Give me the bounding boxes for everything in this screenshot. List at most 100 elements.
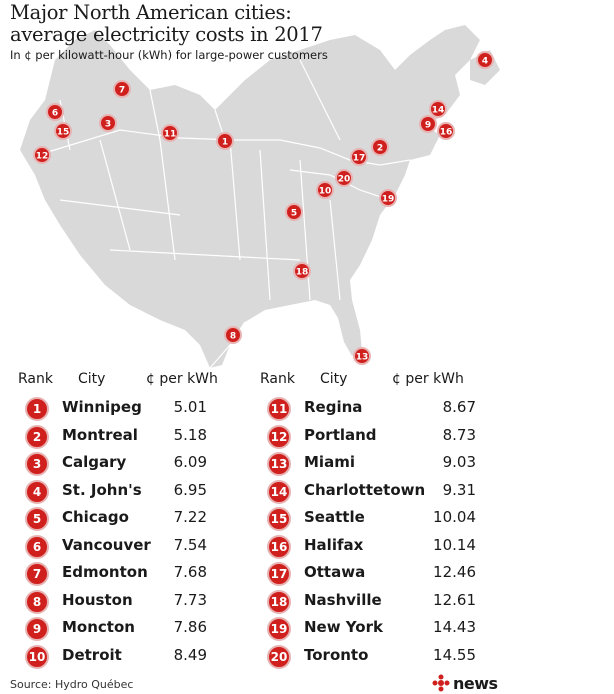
- table-row: 20 Toronto 14.55: [242, 644, 482, 670]
- cost-value: 8.49: [173, 645, 207, 664]
- rank-badge: 9: [25, 617, 49, 641]
- cost-value: 5.18: [173, 425, 207, 444]
- table-row: 7 Edmonton 7.68: [0, 561, 240, 587]
- city-name: Calgary: [62, 453, 127, 471]
- header-cost-left: ¢ per kWh: [146, 371, 218, 387]
- map-marker-seattle[interactable]: 15: [54, 122, 72, 140]
- city-name: Regina: [304, 398, 363, 416]
- map-marker-nashville[interactable]: 18: [293, 262, 311, 280]
- city-name: Montreal: [62, 425, 138, 444]
- cost-value: 8.73: [442, 425, 476, 444]
- rank-badge: 6: [25, 534, 49, 559]
- marker-label: 14: [432, 106, 445, 116]
- marker-circle: [161, 124, 179, 142]
- marker-circle: [285, 203, 303, 221]
- marker-circle: [350, 148, 368, 166]
- marker-label: 17: [353, 154, 366, 164]
- map-marker-winnipeg[interactable]: 1: [216, 132, 234, 150]
- table-row: 14 Charlottetown 9.31: [242, 479, 482, 505]
- map-marker-moncton[interactable]: 9: [419, 115, 437, 133]
- rank-badge: 11: [267, 397, 291, 421]
- cost-value: 8.67: [442, 398, 476, 416]
- rank-badge: 18: [267, 589, 291, 614]
- marker-label: 3: [105, 120, 111, 130]
- marker-circle: [216, 132, 234, 150]
- map-marker-miami[interactable]: 13: [353, 347, 371, 365]
- marker-label: 5: [291, 209, 297, 219]
- marker-label: 10: [319, 187, 332, 197]
- rank-badge: 5: [25, 507, 49, 531]
- city-name: Chicago: [62, 508, 129, 526]
- marker-label: 4: [482, 57, 488, 67]
- map-marker-charlottetown[interactable]: 14: [429, 100, 447, 118]
- marker-circle: [224, 326, 242, 344]
- table-row: 12 Portland 8.73: [242, 424, 482, 450]
- marker-circle: [379, 189, 397, 207]
- rank-badge: 13: [267, 452, 291, 476]
- rank-badge: 16: [267, 534, 291, 559]
- table-row: 11 Regina 8.67: [242, 396, 482, 422]
- marker-circle: [419, 115, 437, 133]
- city-name: Halifax: [304, 535, 364, 554]
- rank-badge: 15: [267, 507, 291, 531]
- marker-label: 7: [119, 86, 125, 96]
- map-marker-halifax[interactable]: 16: [437, 122, 455, 140]
- marker-label: 13: [356, 353, 369, 363]
- rank-badge: 12: [267, 424, 291, 449]
- table-row: 5 Chicago 7.22: [0, 506, 240, 532]
- rank-badge: 7: [25, 562, 49, 586]
- cost-value: 7.86: [173, 618, 207, 636]
- table-row: 2 Montreal 5.18: [0, 424, 240, 450]
- marker-label: 6: [52, 109, 58, 119]
- map-marker-portland[interactable]: 12: [33, 146, 51, 164]
- map-marker-ottawa[interactable]: 17: [350, 148, 368, 166]
- table-row: 10 Detroit 8.49: [0, 644, 240, 670]
- map-marker-houston[interactable]: 8: [224, 326, 242, 344]
- city-name: Houston: [62, 590, 133, 609]
- map-marker-vancouver[interactable]: 6: [46, 103, 64, 121]
- cost-value: 14.43: [433, 618, 476, 636]
- marker-circle: [429, 100, 447, 118]
- map-marker-new-york[interactable]: 19: [379, 189, 397, 207]
- marker-circle: [316, 181, 334, 199]
- marker-label: 11: [164, 130, 177, 140]
- map-marker-st-john-s[interactable]: 4: [476, 51, 494, 69]
- table-row: 13 Miami 9.03: [242, 451, 482, 477]
- marker-circle: [54, 122, 72, 140]
- marker-label: 1: [222, 138, 228, 148]
- marker-circle: [335, 169, 353, 187]
- map-marker-calgary[interactable]: 3: [99, 114, 117, 132]
- map-marker-montreal[interactable]: 2: [371, 138, 389, 156]
- marker-label: 15: [57, 128, 70, 138]
- cost-value: 7.22: [173, 508, 207, 526]
- rank-badge: 3: [25, 452, 49, 476]
- header-rank-left: Rank: [18, 371, 53, 387]
- marker-label: 12: [36, 152, 49, 162]
- marker-label: 8: [230, 332, 236, 342]
- map-marker-edmonton[interactable]: 7: [113, 80, 131, 98]
- rank-badge: 19: [267, 617, 291, 641]
- city-name: Miami: [304, 453, 355, 471]
- header-cost-right: ¢ per kWh: [392, 371, 464, 387]
- map-marker-detroit[interactable]: 10: [316, 181, 334, 199]
- city-name: Nashville: [304, 590, 382, 609]
- table-row: 9 Moncton 7.86: [0, 616, 240, 642]
- city-name: Toronto: [304, 645, 369, 664]
- table-row: 19 New York 14.43: [242, 616, 482, 642]
- cbc-news-logo: news: [432, 673, 498, 693]
- cost-value: 7.68: [173, 563, 207, 581]
- rank-badge: 4: [25, 479, 49, 504]
- marker-circle: [99, 114, 117, 132]
- table-row: 8 Houston 7.73: [0, 589, 240, 615]
- cost-value: 5.01: [173, 398, 207, 416]
- city-name: Seattle: [304, 508, 365, 526]
- map-marker-toronto[interactable]: 20: [335, 169, 353, 187]
- map-marker-regina[interactable]: 11: [161, 124, 179, 142]
- map-marker-chicago[interactable]: 5: [285, 203, 303, 221]
- rank-badge: 2: [25, 424, 49, 449]
- city-name: Detroit: [62, 645, 122, 664]
- table-row: 4 St. John's 6.95: [0, 479, 240, 505]
- logo-text: news: [453, 673, 498, 693]
- city-name: Winnipeg: [62, 398, 142, 416]
